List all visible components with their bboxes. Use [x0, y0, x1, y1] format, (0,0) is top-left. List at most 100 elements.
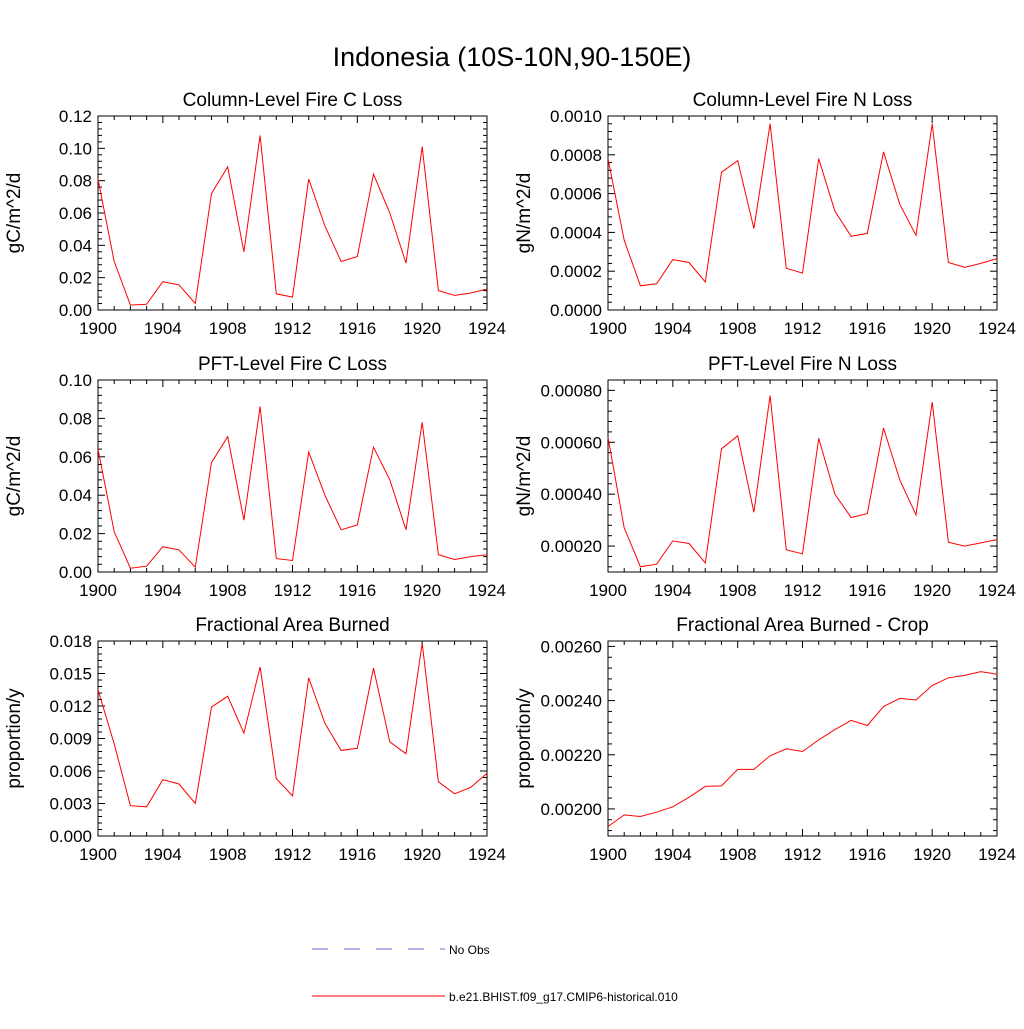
y-tick-label: 0.018	[49, 632, 92, 651]
y-axis-label: proportion/y	[514, 688, 535, 789]
series-line	[607, 671, 998, 827]
y-tick-label: 0.000	[49, 827, 92, 846]
x-tick-label: 1908	[719, 581, 757, 600]
y-tick-label: 0.06	[59, 204, 92, 223]
chart-panels: 1900 1904 1908 1912 1916 1920 1924 0.00 0.02 0.04…	[4, 90, 1016, 864]
x-tick-label: 1924	[978, 319, 1016, 338]
y-tick-label: 0.10	[59, 371, 92, 390]
x-tick-label: 1916	[848, 581, 886, 600]
chart-panel: 1900 1904 1908 1912 1916 1920 1924 0.00020 0.000…	[514, 354, 1016, 600]
panel-title: Column-Level Fire C Loss	[183, 90, 403, 111]
y-tick-label: 0.00200	[541, 800, 602, 819]
x-tick-label: 1920	[403, 319, 441, 338]
x-tick-label: 1916	[338, 845, 376, 864]
x-tick-label: 1900	[79, 319, 117, 338]
series-line	[97, 406, 488, 569]
y-tick-label: 0.00040	[541, 485, 602, 504]
y-tick-label: 0.012	[49, 697, 92, 716]
y-tick-label: 0.10	[59, 139, 92, 158]
y-tick-label: 0.0006	[550, 185, 602, 204]
y-tick-label: 0.00220	[541, 746, 602, 765]
y-tick-label: 0.0000	[550, 301, 602, 320]
x-tick-label: 1908	[209, 581, 247, 600]
y-tick-label: 0.015	[49, 665, 92, 684]
legend-label-model: b.e21.BHIST.f09_g17.CMIP6-historical.010	[449, 990, 678, 1004]
x-tick-label: 1912	[274, 319, 312, 338]
x-tick-label: 1924	[468, 581, 506, 600]
legend: No Obs b.e21.BHIST.f09_g17.CMIP6-histori…	[312, 943, 678, 1004]
legend-label-obs: No Obs	[449, 943, 490, 957]
y-tick-label: 0.12	[59, 107, 92, 126]
x-tick-label: 1916	[848, 319, 886, 338]
x-tick-label: 1900	[589, 581, 627, 600]
x-tick-label: 1924	[468, 845, 506, 864]
x-tick-label: 1920	[403, 845, 441, 864]
panel-title: PFT-Level Fire N Loss	[708, 354, 897, 375]
x-tick-label: 1904	[144, 319, 182, 338]
y-axis-label: proportion/y	[4, 688, 25, 789]
y-tick-label: 0.06	[59, 448, 92, 467]
x-tick-label: 1904	[144, 845, 182, 864]
figure-title: Indonesia (10S-10N,90-150E)	[333, 42, 692, 72]
plot-frame	[97, 115, 488, 311]
y-axis-label: gC/m^2/d	[4, 436, 25, 517]
x-tick-label: 1920	[403, 581, 441, 600]
y-axis-label: gN/m^2/d	[514, 436, 535, 517]
y-tick-label: 0.0010	[550, 107, 602, 126]
y-tick-label: 0.00060	[541, 433, 602, 452]
x-tick-label: 1904	[654, 845, 692, 864]
y-axis-label: gN/m^2/d	[514, 173, 535, 254]
x-tick-label: 1916	[848, 845, 886, 864]
x-tick-label: 1924	[468, 319, 506, 338]
series-line	[607, 123, 998, 287]
y-tick-label: 0.00	[59, 563, 92, 582]
y-tick-label: 0.0002	[550, 262, 602, 281]
panel-title: Column-Level Fire N Loss	[693, 90, 913, 111]
x-tick-label: 1920	[913, 319, 951, 338]
x-tick-label: 1912	[784, 319, 822, 338]
y-tick-label: 0.08	[59, 409, 92, 428]
x-tick-label: 1900	[589, 845, 627, 864]
x-tick-label: 1912	[784, 581, 822, 600]
x-tick-label: 1912	[274, 845, 312, 864]
chart-panel: 1900 1904 1908 1912 1916 1920 1924 0.00 0.02 0.04…	[4, 354, 506, 600]
x-tick-label: 1924	[978, 845, 1016, 864]
y-tick-label: 0.00	[59, 301, 92, 320]
series-line	[97, 135, 488, 306]
x-tick-label: 1904	[654, 319, 692, 338]
x-tick-label: 1916	[338, 581, 376, 600]
plot-frame	[607, 379, 998, 573]
chart-panel: 1900 1904 1908 1912 1916 1920 1924 0.0000 0.0002…	[514, 90, 1016, 338]
y-tick-label: 0.00020	[541, 537, 602, 556]
chart-panel: 1900 1904 1908 1912 1916 1920 1924 0.00200 0.002…	[514, 615, 1016, 864]
y-tick-label: 0.0004	[550, 223, 602, 242]
plot-frame	[607, 640, 998, 837]
y-tick-label: 0.003	[49, 795, 92, 814]
panel-title: Fractional Area Burned	[195, 615, 389, 636]
x-tick-label: 1920	[913, 845, 951, 864]
y-tick-label: 0.00260	[541, 637, 602, 656]
y-tick-label: 0.02	[59, 269, 92, 288]
x-tick-label: 1900	[589, 319, 627, 338]
x-tick-label: 1904	[144, 581, 182, 600]
x-tick-label: 1924	[978, 581, 1016, 600]
x-tick-label: 1912	[274, 581, 312, 600]
x-tick-label: 1908	[719, 845, 757, 864]
x-tick-label: 1908	[719, 319, 757, 338]
y-tick-label: 0.00240	[541, 692, 602, 711]
plot-frame	[607, 115, 998, 311]
y-tick-label: 0.02	[59, 525, 92, 544]
panel-title: PFT-Level Fire C Loss	[198, 354, 387, 375]
y-tick-label: 0.006	[49, 762, 92, 781]
y-tick-label: 0.08	[59, 172, 92, 191]
x-tick-label: 1904	[654, 581, 692, 600]
y-axis-label: gC/m^2/d	[4, 173, 25, 254]
y-tick-label: 0.04	[59, 486, 92, 505]
x-tick-label: 1900	[79, 581, 117, 600]
chart-panel: 1900 1904 1908 1912 1916 1920 1924 0.000 0.003 0.…	[4, 615, 506, 864]
chart-panel: 1900 1904 1908 1912 1916 1920 1924 0.00 0.02 0.04…	[4, 90, 506, 338]
plot-frame	[97, 640, 488, 837]
x-tick-label: 1920	[913, 581, 951, 600]
x-tick-label: 1912	[784, 845, 822, 864]
